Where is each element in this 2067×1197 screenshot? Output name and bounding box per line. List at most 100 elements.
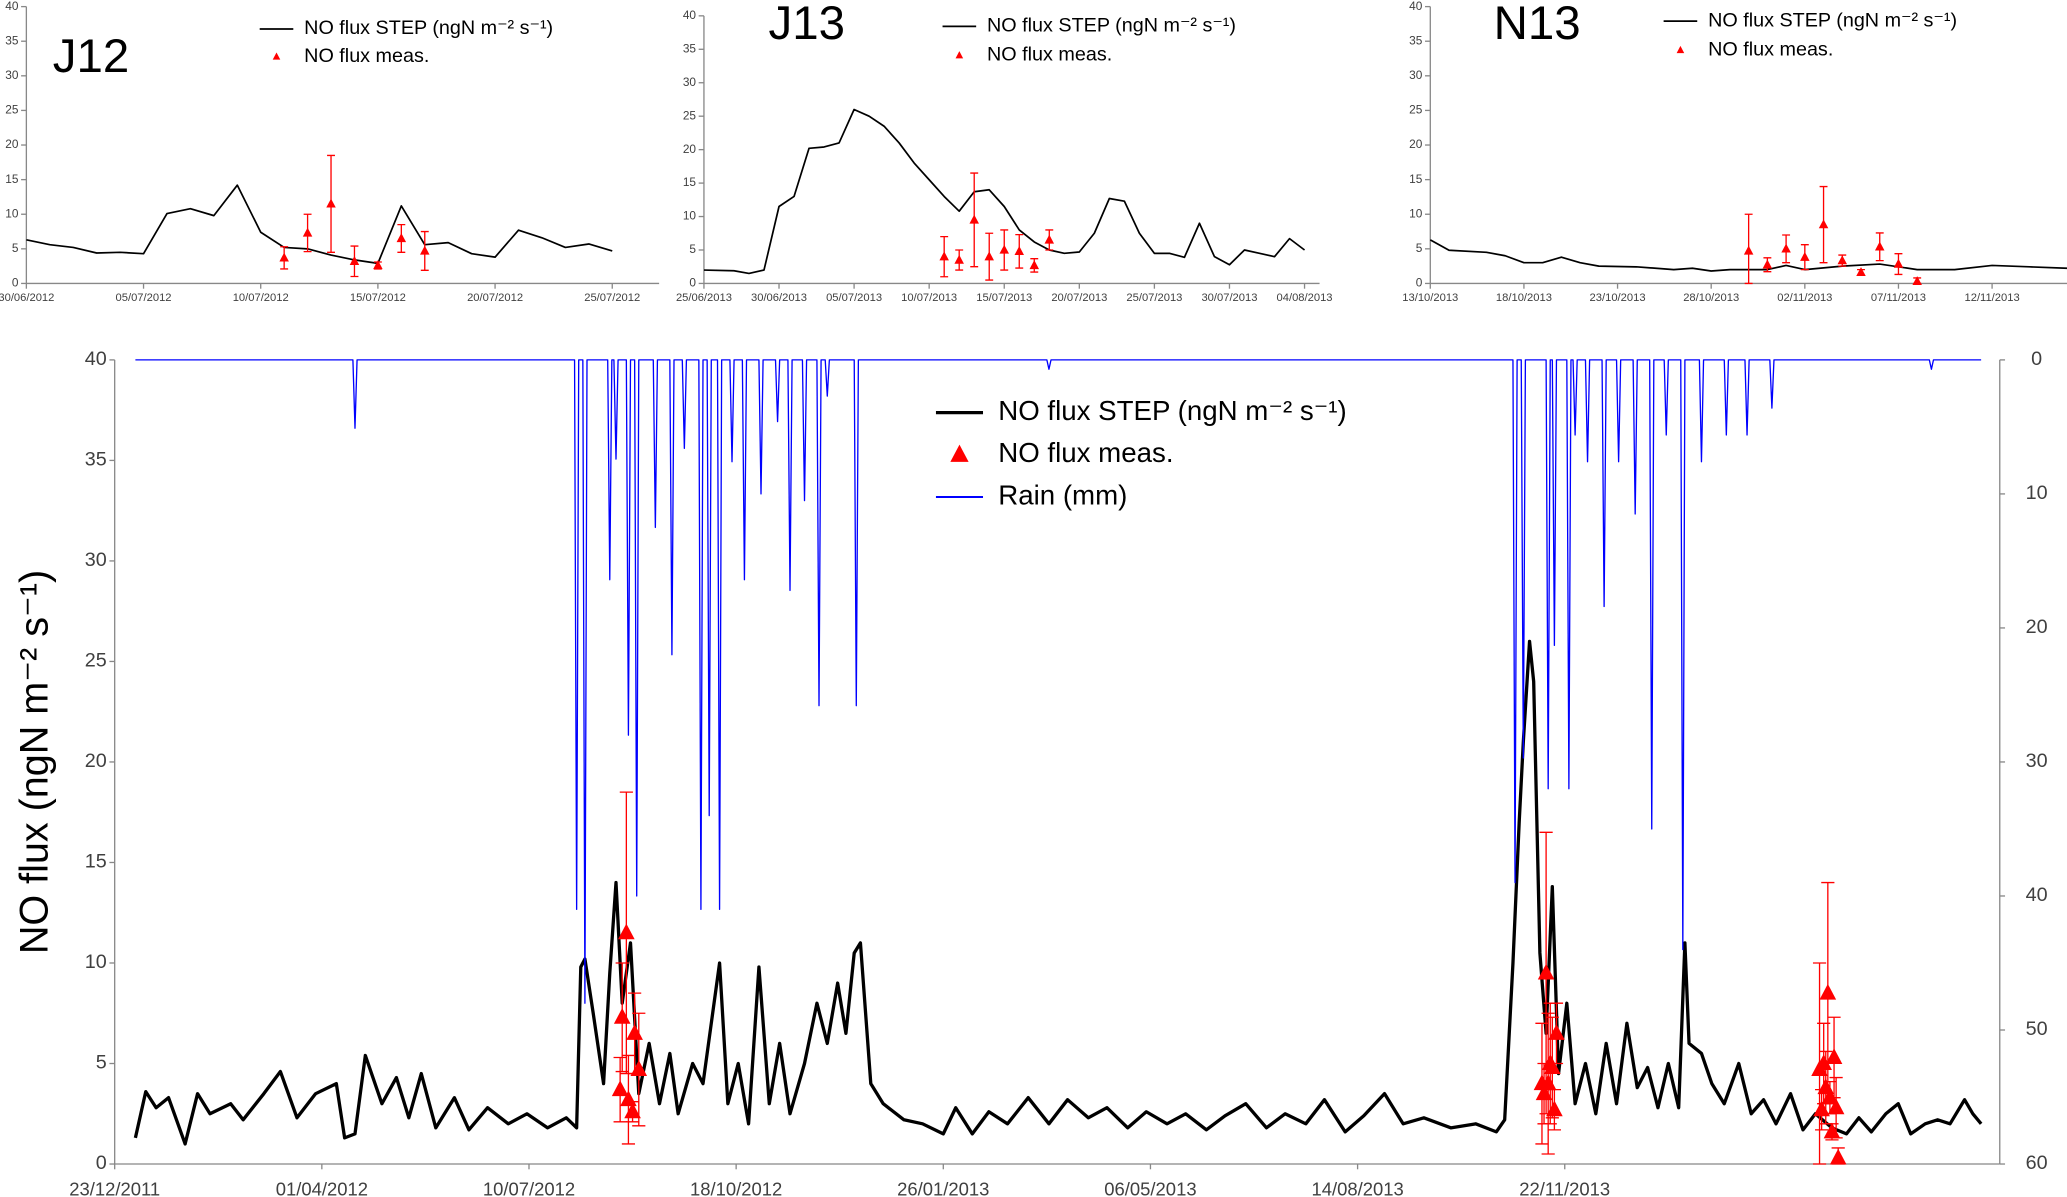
measurement-point: [1837, 255, 1848, 265]
y-tick-label: 20: [5, 137, 19, 151]
flux-line: [703, 108, 1306, 275]
y2-tick-label: 40: [2026, 884, 2048, 906]
x-tick-label: 14/08/2013: [1311, 1178, 1403, 1197]
measurement-point: [349, 256, 360, 265]
x-tick-label: 04/08/2013: [1277, 292, 1333, 304]
y-tick-label: 10: [683, 209, 697, 223]
y-tick-label: 40: [5, 0, 19, 13]
measurement-point: [1912, 276, 1922, 286]
x-tick-label: 05/07/2013: [826, 292, 882, 304]
y-axis-label: NO flux (ngN m⁻² s⁻¹): [12, 570, 56, 954]
measurement-point: [1827, 1098, 1845, 1115]
x-tick-label: 10/07/2013: [901, 292, 957, 304]
measurement-point: [954, 254, 964, 264]
measurement-point: [613, 1008, 631, 1024]
y-tick-label: 15: [683, 175, 697, 189]
y-tick-label: 40: [1409, 0, 1423, 13]
measurement-point: [618, 923, 635, 940]
x-tick-label: 28/10/2013: [1683, 292, 1739, 304]
x-tick-label: 22/11/2013: [1519, 1178, 1610, 1197]
measurement-point: [1537, 963, 1555, 980]
legend-text: NO flux STEP (ngN m⁻² s⁻¹): [998, 395, 1347, 426]
y-tick-label: 5: [96, 1052, 107, 1074]
x-tick-label: 26/01/2013: [897, 1178, 989, 1197]
y-tick-label: 25: [5, 103, 19, 117]
y-tick-label: 5: [12, 241, 19, 255]
measurement-point: [1874, 241, 1885, 251]
flux-line: [1429, 239, 2067, 272]
y-tick-label: 20: [683, 142, 697, 156]
chart-title: N13: [1494, 0, 1581, 50]
y-tick-label: 40: [683, 8, 697, 22]
x-tick-label: 06/05/2013: [1104, 1178, 1196, 1197]
y-tick-label: 20: [85, 750, 107, 772]
x-tick-label: 25/07/2013: [1126, 292, 1182, 304]
legend-swatch: [1676, 45, 1685, 54]
y-tick-label: 0: [689, 276, 696, 290]
y-tick-label: 40: [85, 348, 107, 370]
y-tick-label: 30: [1409, 68, 1423, 82]
y2-tick-label: 50: [2026, 1018, 2048, 1040]
measurement-point: [1544, 1058, 1561, 1074]
y2-tick-label: 20: [2026, 616, 2048, 638]
y2-tick-label: 60: [2026, 1152, 2048, 1174]
y-tick-label: 10: [1409, 206, 1423, 220]
measurement-point: [1781, 243, 1791, 253]
measurement-point: [984, 251, 994, 261]
x-tick-label: 05/07/2012: [116, 292, 172, 304]
y-tick-label: 15: [1409, 172, 1423, 186]
measurement-point: [1548, 1024, 1565, 1040]
legend-swatch: [955, 51, 964, 59]
x-tick-label: 30/07/2013: [1201, 292, 1257, 304]
measurement-point: [1856, 267, 1866, 277]
x-tick-label: 20/07/2013: [1051, 292, 1107, 304]
x-tick-label: 02/11/2013: [1777, 292, 1832, 304]
measurement-point: [626, 1024, 643, 1040]
measurement-point: [624, 1102, 641, 1119]
x-tick-label: 10/07/2012: [233, 292, 289, 304]
measurement-point: [1825, 1048, 1843, 1064]
chart-title: J13: [769, 0, 845, 50]
legend-text: NO flux STEP (ngN m⁻² s⁻¹): [987, 15, 1236, 37]
y-tick-label: 35: [1409, 33, 1423, 47]
measurement-point: [611, 1080, 629, 1097]
y2-tick-label: 0: [2031, 348, 2042, 370]
x-tick-label: 30/06/2013: [751, 292, 807, 304]
x-tick-label: 18/10/2012: [690, 1178, 782, 1197]
measurement-point: [999, 244, 1009, 254]
y-tick-label: 35: [683, 41, 697, 55]
y-tick-label: 30: [5, 68, 19, 82]
measurement-point: [420, 245, 430, 255]
measurement-point: [279, 252, 289, 262]
x-tick-label: 20/07/2012: [467, 292, 523, 304]
legend-text: NO flux STEP (ngN m⁻² s⁻¹): [1708, 9, 1957, 31]
measurement-point: [302, 227, 313, 237]
measurement-point: [630, 1060, 648, 1076]
x-tick-label: 25/06/2013: [676, 292, 732, 304]
y-tick-label: 15: [5, 172, 19, 186]
legend-text: NO flux meas.: [998, 437, 1173, 468]
legend-text: NO flux meas.: [987, 44, 1112, 66]
x-tick-label: 07/11/2013: [1871, 292, 1926, 304]
x-tick-label: 13/10/2013: [1402, 292, 1458, 304]
y-tick-label: 25: [683, 108, 697, 122]
y-tick-label: 10: [85, 951, 107, 973]
y-tick-label: 20: [1409, 137, 1423, 151]
x-tick-label: 25/07/2012: [584, 292, 640, 304]
measurement-point: [1821, 1088, 1839, 1105]
flux-line: [133, 639, 1983, 1146]
legend-text: Rain (mm): [998, 479, 1127, 510]
measurement-point: [1893, 258, 1904, 268]
measurement-point: [1014, 246, 1025, 256]
y-tick-label: 30: [683, 75, 697, 89]
y-tick-label: 30: [85, 549, 107, 571]
measurement-point: [1546, 1100, 1563, 1117]
measurement-point: [1743, 245, 1754, 255]
legend-text: NO flux meas.: [1708, 38, 1833, 60]
x-tick-label: 23/12/2011: [69, 1178, 160, 1197]
y-tick-label: 10: [5, 206, 19, 220]
y2-tick-label: 30: [2026, 750, 2048, 772]
chart-title: J12: [53, 30, 129, 83]
legend-swatch: [950, 444, 969, 462]
y-tick-label: 35: [85, 449, 107, 471]
